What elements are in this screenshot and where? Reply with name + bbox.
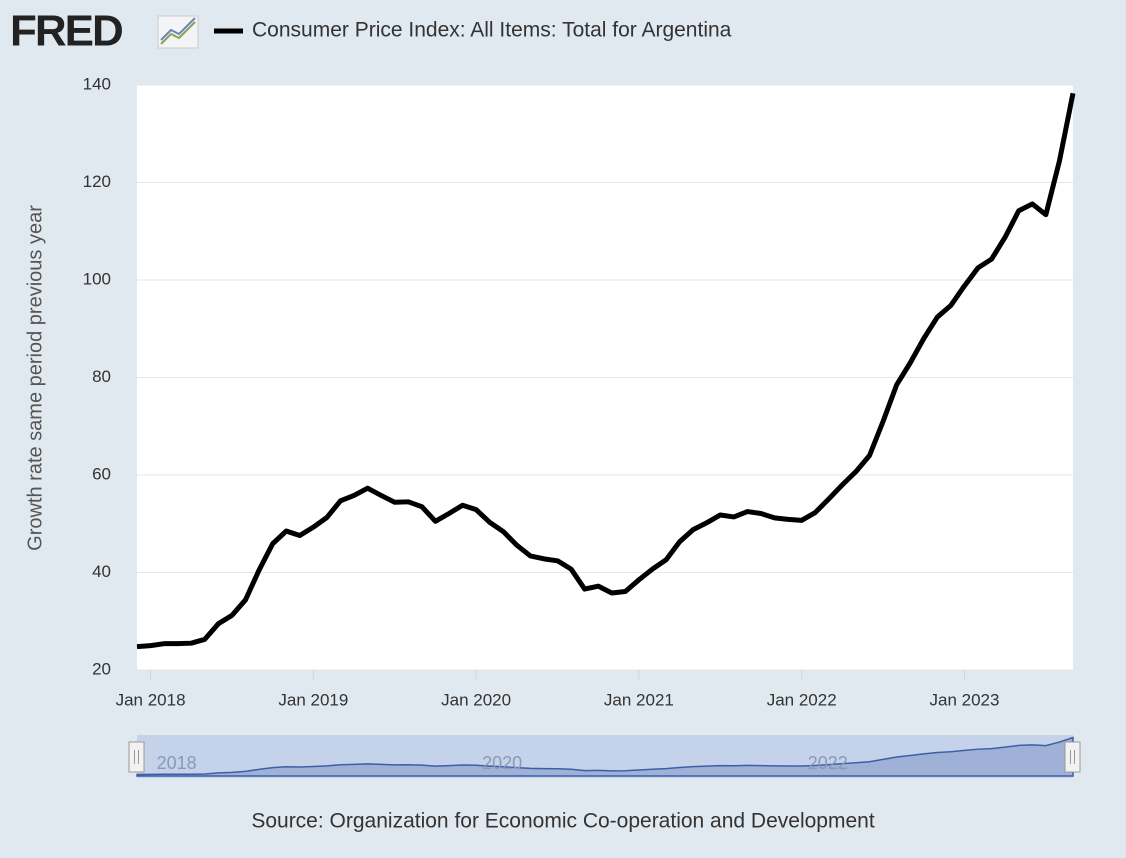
y-tick-label: 80 [92,367,111,386]
x-tick-label: Jan 2020 [441,690,511,709]
x-tick-label: Jan 2022 [767,690,837,709]
y-tick-label: 20 [92,659,111,678]
navigator-label: 2020 [482,753,522,773]
y-tick-label: 40 [92,562,111,581]
y-tick-label: 60 [92,464,111,483]
logo-icon [157,15,199,49]
line [136,92,1076,650]
navigator-area [136,736,1074,777]
x-tick-label: Jan 2018 [116,690,186,709]
logo: FRED [10,7,122,56]
navigator-label: 2018 [157,753,197,773]
x-tick-label: Jan 2021 [604,690,674,709]
y-axis-label: Growth rate same period previous year [24,205,46,551]
source: Source: Organization for Economic Co-ope… [251,810,875,833]
x-tick-label: Jan 2019 [278,690,348,709]
legend-label: Consumer Price Index: All Items: Total f… [252,19,732,42]
x-tick-label: Jan 2023 [930,690,1000,709]
navigator-label: 2022 [808,753,848,773]
y-tick-label: 100 [83,269,111,288]
y-tick-label: 140 [83,74,111,93]
y-tick-label: 120 [83,172,111,191]
navigator-handle-left[interactable] [128,741,145,773]
navigator-handle-right[interactable] [1064,741,1081,773]
